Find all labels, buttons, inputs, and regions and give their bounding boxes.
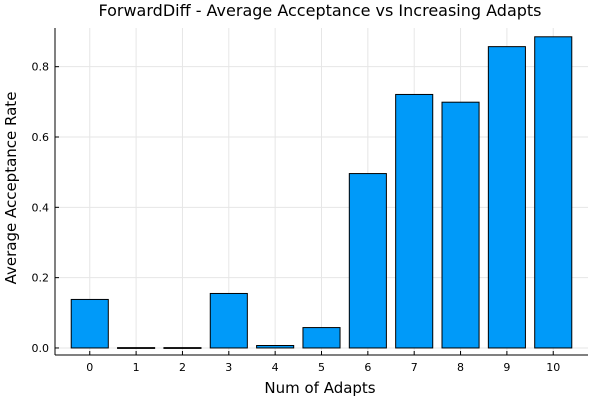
bar-2 [163,347,202,349]
y-tick-label: 0.2 [32,272,50,285]
bar-6 [348,173,387,349]
x-tick-label: 10 [546,361,560,374]
x-tick-label: 9 [503,361,510,374]
x-axis-label: Num of Adapts [264,379,375,397]
x-tick-label: 7 [411,361,418,374]
x-ticks: 0 1 2 3 4 5 6 7 8 9 10 [86,351,560,374]
chart-title: ForwardDiff - Average Acceptance vs Incr… [98,1,541,20]
x-tick-label: 4 [272,361,279,374]
x-tick-label: 3 [225,361,232,374]
bars [70,36,573,349]
bar-3 [209,292,248,349]
x-tick-label: 0 [86,361,93,374]
y-tick-label: 0.6 [32,131,50,144]
bar-7 [395,93,434,349]
x-tick-label: 6 [364,361,371,374]
y-tick-label: 0.0 [32,342,50,355]
x-tick-label: 2 [179,361,186,374]
bar-0 [70,298,109,349]
bar-8 [441,101,480,349]
x-tick-label: 5 [318,361,325,374]
bar-4 [256,345,295,349]
bar-9 [487,46,526,349]
y-ticks: 0.0 0.2 0.4 0.6 0.8 [32,61,59,355]
y-tick-label: 0.8 [32,61,50,74]
bar-1 [117,347,156,349]
x-tick-label: 8 [457,361,464,374]
bar-10 [534,36,573,349]
x-tick-label: 1 [133,361,140,374]
y-tick-label: 0.4 [32,201,50,214]
bar-5 [302,327,341,349]
y-axis-label: Average Acceptance Rate [2,92,20,285]
